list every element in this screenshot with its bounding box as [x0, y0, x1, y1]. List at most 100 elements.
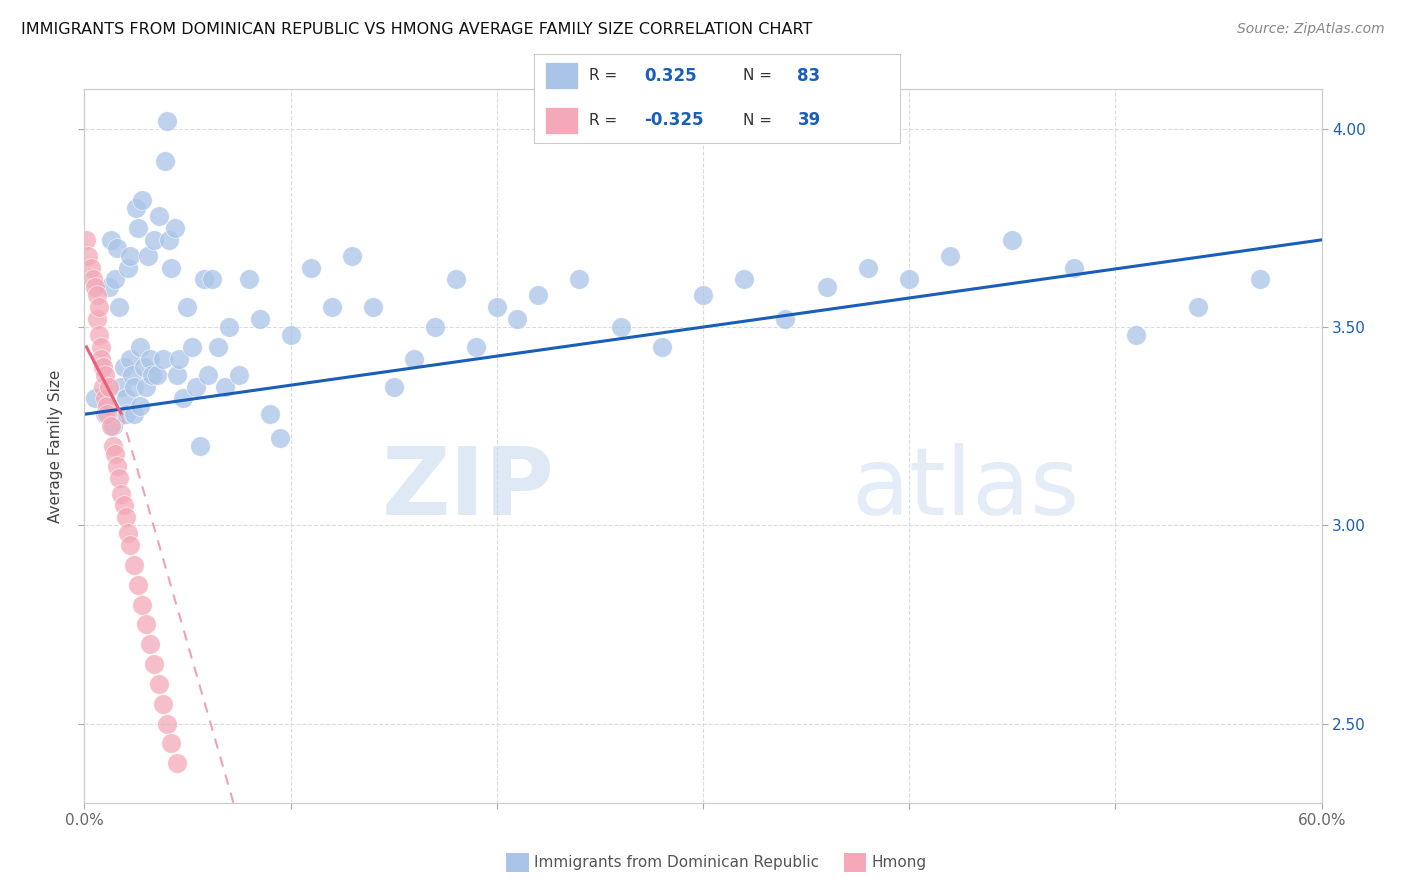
Point — [280, 328, 302, 343]
Point — [79, 260, 101, 275]
Point — [148, 677, 170, 691]
Point — [342, 249, 364, 263]
Point — [361, 300, 384, 314]
Point — [249, 312, 271, 326]
Point — [86, 312, 108, 326]
Point — [143, 657, 166, 671]
Point — [176, 300, 198, 314]
Point — [1125, 328, 1147, 343]
Text: atlas: atlas — [852, 442, 1080, 535]
Point — [166, 368, 188, 382]
Point — [404, 351, 426, 366]
Point — [733, 272, 755, 286]
Text: 0.325: 0.325 — [644, 67, 696, 85]
Point — [129, 400, 152, 414]
Point — [201, 272, 224, 286]
Point — [259, 407, 281, 421]
Point — [160, 260, 183, 275]
Text: 83: 83 — [797, 67, 821, 85]
Point — [83, 392, 105, 406]
Point — [184, 379, 207, 393]
Point — [423, 320, 446, 334]
Point — [1249, 272, 1271, 286]
Point — [114, 510, 136, 524]
Point — [90, 340, 112, 354]
Point — [139, 351, 162, 366]
Point — [228, 368, 250, 382]
Point — [157, 233, 180, 247]
Point — [153, 153, 176, 168]
Point — [118, 538, 141, 552]
Point — [122, 558, 145, 572]
Point — [152, 351, 174, 366]
Point — [75, 233, 97, 247]
Point — [382, 379, 405, 393]
Point — [506, 312, 529, 326]
Point — [112, 359, 135, 374]
Point — [207, 340, 229, 354]
Point — [104, 272, 127, 286]
Point — [172, 392, 194, 406]
Point — [135, 379, 157, 393]
Point — [125, 201, 148, 215]
Point — [91, 359, 114, 374]
Point — [1063, 260, 1085, 275]
Point — [568, 272, 591, 286]
Bar — [546, 107, 578, 134]
Point — [134, 359, 156, 374]
Point — [77, 249, 100, 263]
Point — [103, 419, 125, 434]
Point — [103, 439, 125, 453]
Point — [82, 272, 104, 286]
Point — [197, 368, 219, 382]
Point — [898, 272, 921, 286]
Point — [127, 578, 149, 592]
Point — [96, 407, 118, 421]
Text: 39: 39 — [797, 112, 821, 129]
Text: IMMIGRANTS FROM DOMINICAN REPUBLIC VS HMONG AVERAGE FAMILY SIZE CORRELATION CHAR: IMMIGRANTS FROM DOMINICAN REPUBLIC VS HM… — [21, 22, 813, 37]
Point — [96, 400, 118, 414]
Text: N =: N = — [742, 113, 776, 128]
Point — [94, 407, 117, 421]
Point — [122, 407, 145, 421]
Point — [135, 617, 157, 632]
Point — [136, 249, 159, 263]
Bar — [546, 62, 578, 89]
Point — [1001, 233, 1024, 247]
Point — [165, 221, 187, 235]
Point — [94, 368, 117, 382]
Point — [131, 598, 153, 612]
Point — [127, 221, 149, 235]
Point — [117, 260, 139, 275]
Point — [91, 379, 114, 393]
Point — [148, 209, 170, 223]
Point — [939, 249, 962, 263]
Text: ZIP: ZIP — [381, 442, 554, 535]
Point — [156, 716, 179, 731]
Point — [131, 193, 153, 207]
Point — [87, 300, 110, 314]
Point — [86, 288, 108, 302]
Point — [856, 260, 879, 275]
Point — [1187, 300, 1209, 314]
Point — [118, 249, 141, 263]
Point — [485, 300, 508, 314]
Point — [98, 379, 121, 393]
Point — [87, 328, 110, 343]
Point — [815, 280, 838, 294]
Point — [527, 288, 550, 302]
Point — [114, 407, 136, 421]
Point — [321, 300, 343, 314]
Point — [269, 431, 291, 445]
Point — [129, 340, 152, 354]
Point — [145, 368, 167, 382]
Point — [118, 351, 141, 366]
Point — [100, 419, 122, 434]
Text: Source: ZipAtlas.com: Source: ZipAtlas.com — [1237, 22, 1385, 37]
Point — [160, 736, 183, 750]
Point — [193, 272, 215, 286]
Text: -0.325: -0.325 — [644, 112, 703, 129]
Point — [112, 499, 135, 513]
Y-axis label: Average Family Size: Average Family Size — [48, 369, 63, 523]
Point — [167, 351, 190, 366]
